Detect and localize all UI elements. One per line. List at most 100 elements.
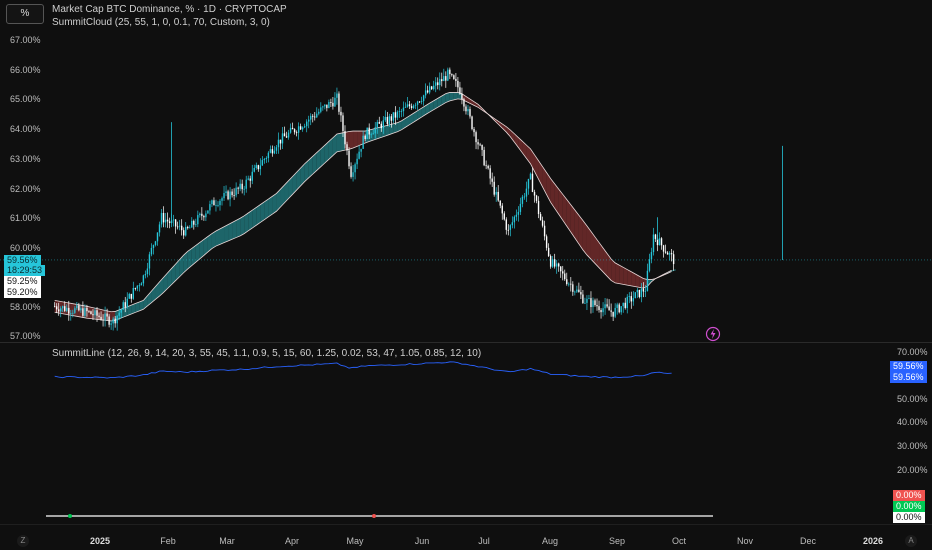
candle-body bbox=[162, 212, 165, 223]
candle-body bbox=[88, 311, 90, 312]
candle-body bbox=[592, 300, 594, 308]
cloud-segment bbox=[619, 265, 624, 285]
candle-body bbox=[185, 226, 187, 236]
candle-body bbox=[588, 298, 590, 299]
candle-body bbox=[330, 102, 332, 103]
candle-body bbox=[180, 225, 183, 231]
candle-body bbox=[416, 101, 419, 105]
candle-body bbox=[420, 101, 423, 102]
price-chart[interactable] bbox=[0, 0, 932, 342]
auto-scale-button[interactable]: A bbox=[905, 535, 917, 547]
candle-body bbox=[517, 211, 520, 215]
candle-body bbox=[356, 158, 358, 165]
candle-body bbox=[225, 191, 227, 194]
candle-body bbox=[461, 93, 463, 100]
candle-body bbox=[374, 127, 376, 134]
candle-body bbox=[227, 191, 229, 200]
cloud-segment bbox=[554, 183, 559, 215]
candle-body bbox=[64, 306, 66, 311]
candle-body bbox=[570, 283, 572, 285]
x-tick: Jun bbox=[414, 536, 430, 546]
lightning-icon[interactable] bbox=[705, 326, 721, 342]
cloud-segment bbox=[562, 194, 567, 227]
cloud-segment bbox=[574, 210, 579, 244]
candle-body bbox=[80, 308, 82, 311]
candle-body bbox=[578, 289, 580, 293]
cloud-segment bbox=[441, 93, 446, 105]
signal-white-label: 0.00% bbox=[893, 512, 925, 523]
cloud-segment bbox=[264, 199, 269, 220]
cloud-indicator-legend[interactable]: SummitCloud (25, 55, 1, 0, 0.1, 70, Cust… bbox=[52, 17, 270, 28]
candle-body bbox=[308, 119, 310, 122]
candle-body bbox=[68, 307, 70, 314]
candle-body bbox=[275, 147, 278, 151]
candle-body bbox=[630, 296, 632, 302]
cloud-segment bbox=[558, 189, 563, 221]
candle-body bbox=[549, 255, 552, 267]
candle-body bbox=[124, 302, 126, 307]
cloud-upper-line bbox=[54, 92, 672, 313]
cloud-segment bbox=[240, 215, 245, 236]
x-tick: Sep bbox=[608, 536, 625, 546]
candle-body bbox=[507, 229, 510, 231]
candle-body bbox=[449, 69, 451, 75]
candle-body bbox=[469, 109, 471, 117]
candle-body bbox=[116, 315, 118, 324]
candle-body bbox=[511, 222, 514, 226]
zoom-reset-button[interactable]: Z bbox=[17, 535, 29, 547]
candle-body bbox=[241, 183, 243, 190]
candle-body bbox=[386, 116, 389, 124]
cloud-segment bbox=[445, 92, 450, 103]
candle-body bbox=[90, 311, 92, 315]
cloud-segment bbox=[288, 176, 293, 199]
candle-body bbox=[574, 291, 576, 293]
candle-body bbox=[590, 298, 592, 308]
cloud-segment bbox=[582, 220, 587, 255]
candle-body bbox=[439, 79, 441, 86]
candle-body bbox=[285, 136, 288, 138]
candle-body bbox=[98, 315, 100, 317]
candle-body bbox=[273, 150, 276, 154]
candle-body bbox=[251, 171, 253, 181]
candle-body bbox=[358, 151, 360, 159]
candle-body bbox=[322, 106, 324, 108]
candle-body bbox=[334, 97, 336, 107]
candle-body bbox=[168, 221, 171, 224]
cloud-segment bbox=[393, 122, 398, 134]
cloud-segment bbox=[175, 259, 180, 281]
x-tick: Mar bbox=[219, 536, 235, 546]
line-indicator-legend[interactable]: SummitLine (12, 26, 9, 14, 20, 3, 55, 45… bbox=[52, 348, 482, 359]
candle-body bbox=[223, 193, 225, 199]
candle-body bbox=[614, 307, 616, 317]
oscillator-chart[interactable] bbox=[0, 343, 885, 524]
symbol-button[interactable]: % bbox=[6, 4, 44, 24]
candle-body bbox=[612, 311, 614, 317]
candle-body bbox=[505, 219, 507, 230]
cloud-segment bbox=[191, 245, 196, 266]
candle-body bbox=[580, 292, 582, 295]
x-tick: 2026 bbox=[862, 536, 884, 546]
candle-body bbox=[336, 93, 338, 98]
candle-body bbox=[318, 111, 320, 114]
bear-signal-dot bbox=[372, 514, 376, 518]
cloud-segment bbox=[179, 255, 184, 277]
osc-y-tick: 50.00% bbox=[897, 394, 928, 404]
x-tick: Feb bbox=[160, 536, 176, 546]
candle-body bbox=[668, 253, 671, 255]
candle-body bbox=[402, 107, 405, 112]
cloud-segment bbox=[635, 274, 640, 288]
cloud-segment bbox=[457, 92, 462, 100]
candle-body bbox=[481, 145, 483, 150]
x-tick: Apr bbox=[284, 536, 299, 546]
candle-body bbox=[551, 259, 554, 267]
candle-body bbox=[656, 238, 659, 246]
candle-body bbox=[634, 292, 637, 299]
cloud-segment bbox=[207, 233, 212, 252]
candle-body bbox=[134, 288, 137, 289]
candle-body bbox=[231, 191, 233, 196]
cloud-segment bbox=[159, 277, 164, 297]
candle-body bbox=[576, 289, 578, 292]
cloud-segment bbox=[570, 204, 575, 238]
candle-body bbox=[118, 312, 120, 316]
pane-divider[interactable] bbox=[0, 342, 932, 343]
